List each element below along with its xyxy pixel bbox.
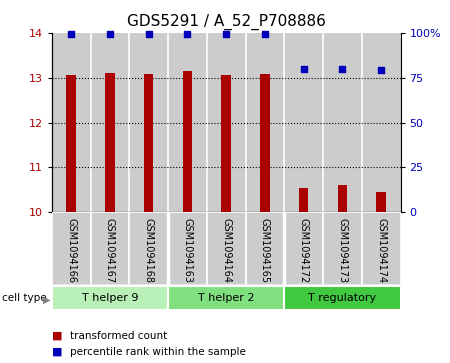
Bar: [207, 212, 246, 285]
Bar: [90, 33, 129, 212]
Text: GSM1094174: GSM1094174: [376, 218, 386, 283]
Text: T helper 2: T helper 2: [198, 293, 254, 303]
Bar: [144, 74, 153, 212]
Text: GSM1094168: GSM1094168: [144, 218, 153, 283]
Text: transformed count: transformed count: [70, 331, 167, 341]
Title: GDS5291 / A_52_P708886: GDS5291 / A_52_P708886: [127, 14, 325, 30]
Text: GSM1094172: GSM1094172: [299, 218, 309, 284]
Bar: [52, 212, 90, 285]
Text: GSM1094173: GSM1094173: [338, 218, 347, 283]
Bar: [362, 212, 400, 285]
Bar: [299, 188, 308, 212]
Bar: [129, 33, 168, 212]
Point: [222, 32, 230, 37]
Bar: [105, 73, 115, 212]
Text: GSM1094164: GSM1094164: [221, 218, 231, 283]
Bar: [168, 212, 207, 285]
Point: [261, 32, 269, 37]
Bar: [168, 33, 207, 212]
Bar: [221, 76, 231, 212]
Bar: [129, 212, 168, 285]
Bar: [52, 286, 168, 310]
Point: [339, 66, 346, 72]
Text: T helper 9: T helper 9: [81, 293, 138, 303]
Text: GSM1094167: GSM1094167: [105, 218, 115, 283]
Text: T regulatory: T regulatory: [308, 293, 377, 303]
Text: ■: ■: [52, 347, 62, 357]
Bar: [284, 212, 323, 285]
Text: ▶: ▶: [43, 295, 50, 305]
Point: [300, 66, 307, 72]
Text: cell type: cell type: [2, 293, 47, 303]
Bar: [323, 212, 362, 285]
Bar: [284, 33, 323, 212]
Text: ■: ■: [52, 331, 62, 341]
Point: [378, 68, 385, 73]
Text: GSM1094163: GSM1094163: [182, 218, 193, 283]
Bar: [52, 33, 90, 212]
Point: [68, 32, 75, 37]
Bar: [362, 33, 400, 212]
Text: GSM1094166: GSM1094166: [66, 218, 76, 283]
Bar: [246, 33, 284, 212]
Bar: [207, 33, 246, 212]
Point: [145, 32, 152, 37]
Bar: [66, 76, 76, 212]
Text: GSM1094165: GSM1094165: [260, 218, 270, 283]
Bar: [183, 71, 192, 212]
Bar: [323, 33, 362, 212]
Point: [106, 32, 113, 37]
Text: percentile rank within the sample: percentile rank within the sample: [70, 347, 246, 357]
Bar: [90, 212, 129, 285]
Point: [184, 32, 191, 37]
Bar: [168, 286, 284, 310]
Bar: [246, 212, 284, 285]
Bar: [284, 286, 400, 310]
Bar: [376, 192, 386, 212]
Bar: [260, 74, 270, 212]
Bar: [338, 185, 347, 212]
